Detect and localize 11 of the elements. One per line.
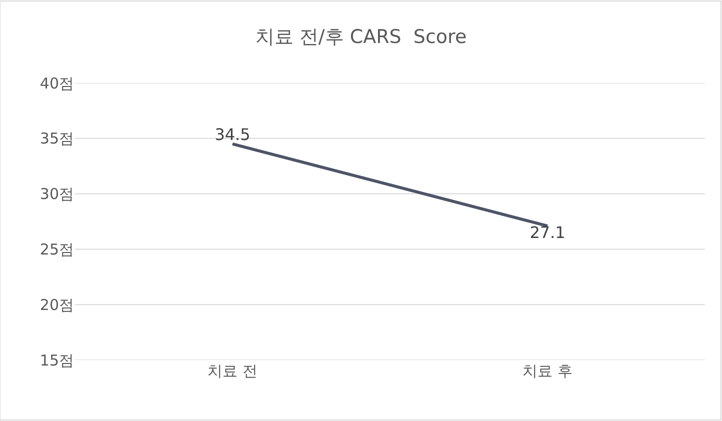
chart-title: 치료 전/후 CARS Score bbox=[255, 26, 467, 48]
y-tick-label: 20점 bbox=[40, 296, 74, 314]
y-tick-label: 25점 bbox=[40, 240, 74, 258]
y-tick-label: 35점 bbox=[40, 130, 74, 148]
data-label: 34.5 bbox=[214, 124, 250, 144]
data-label: 27.1 bbox=[530, 222, 566, 242]
x-tick-label: 치료 전 bbox=[208, 362, 258, 380]
y-tick-label: 15점 bbox=[40, 351, 74, 370]
x-tick-label: 치료 후 bbox=[522, 362, 572, 380]
y-tick-label: 30점 bbox=[40, 185, 74, 204]
y-tick-label: 40점 bbox=[40, 74, 74, 92]
